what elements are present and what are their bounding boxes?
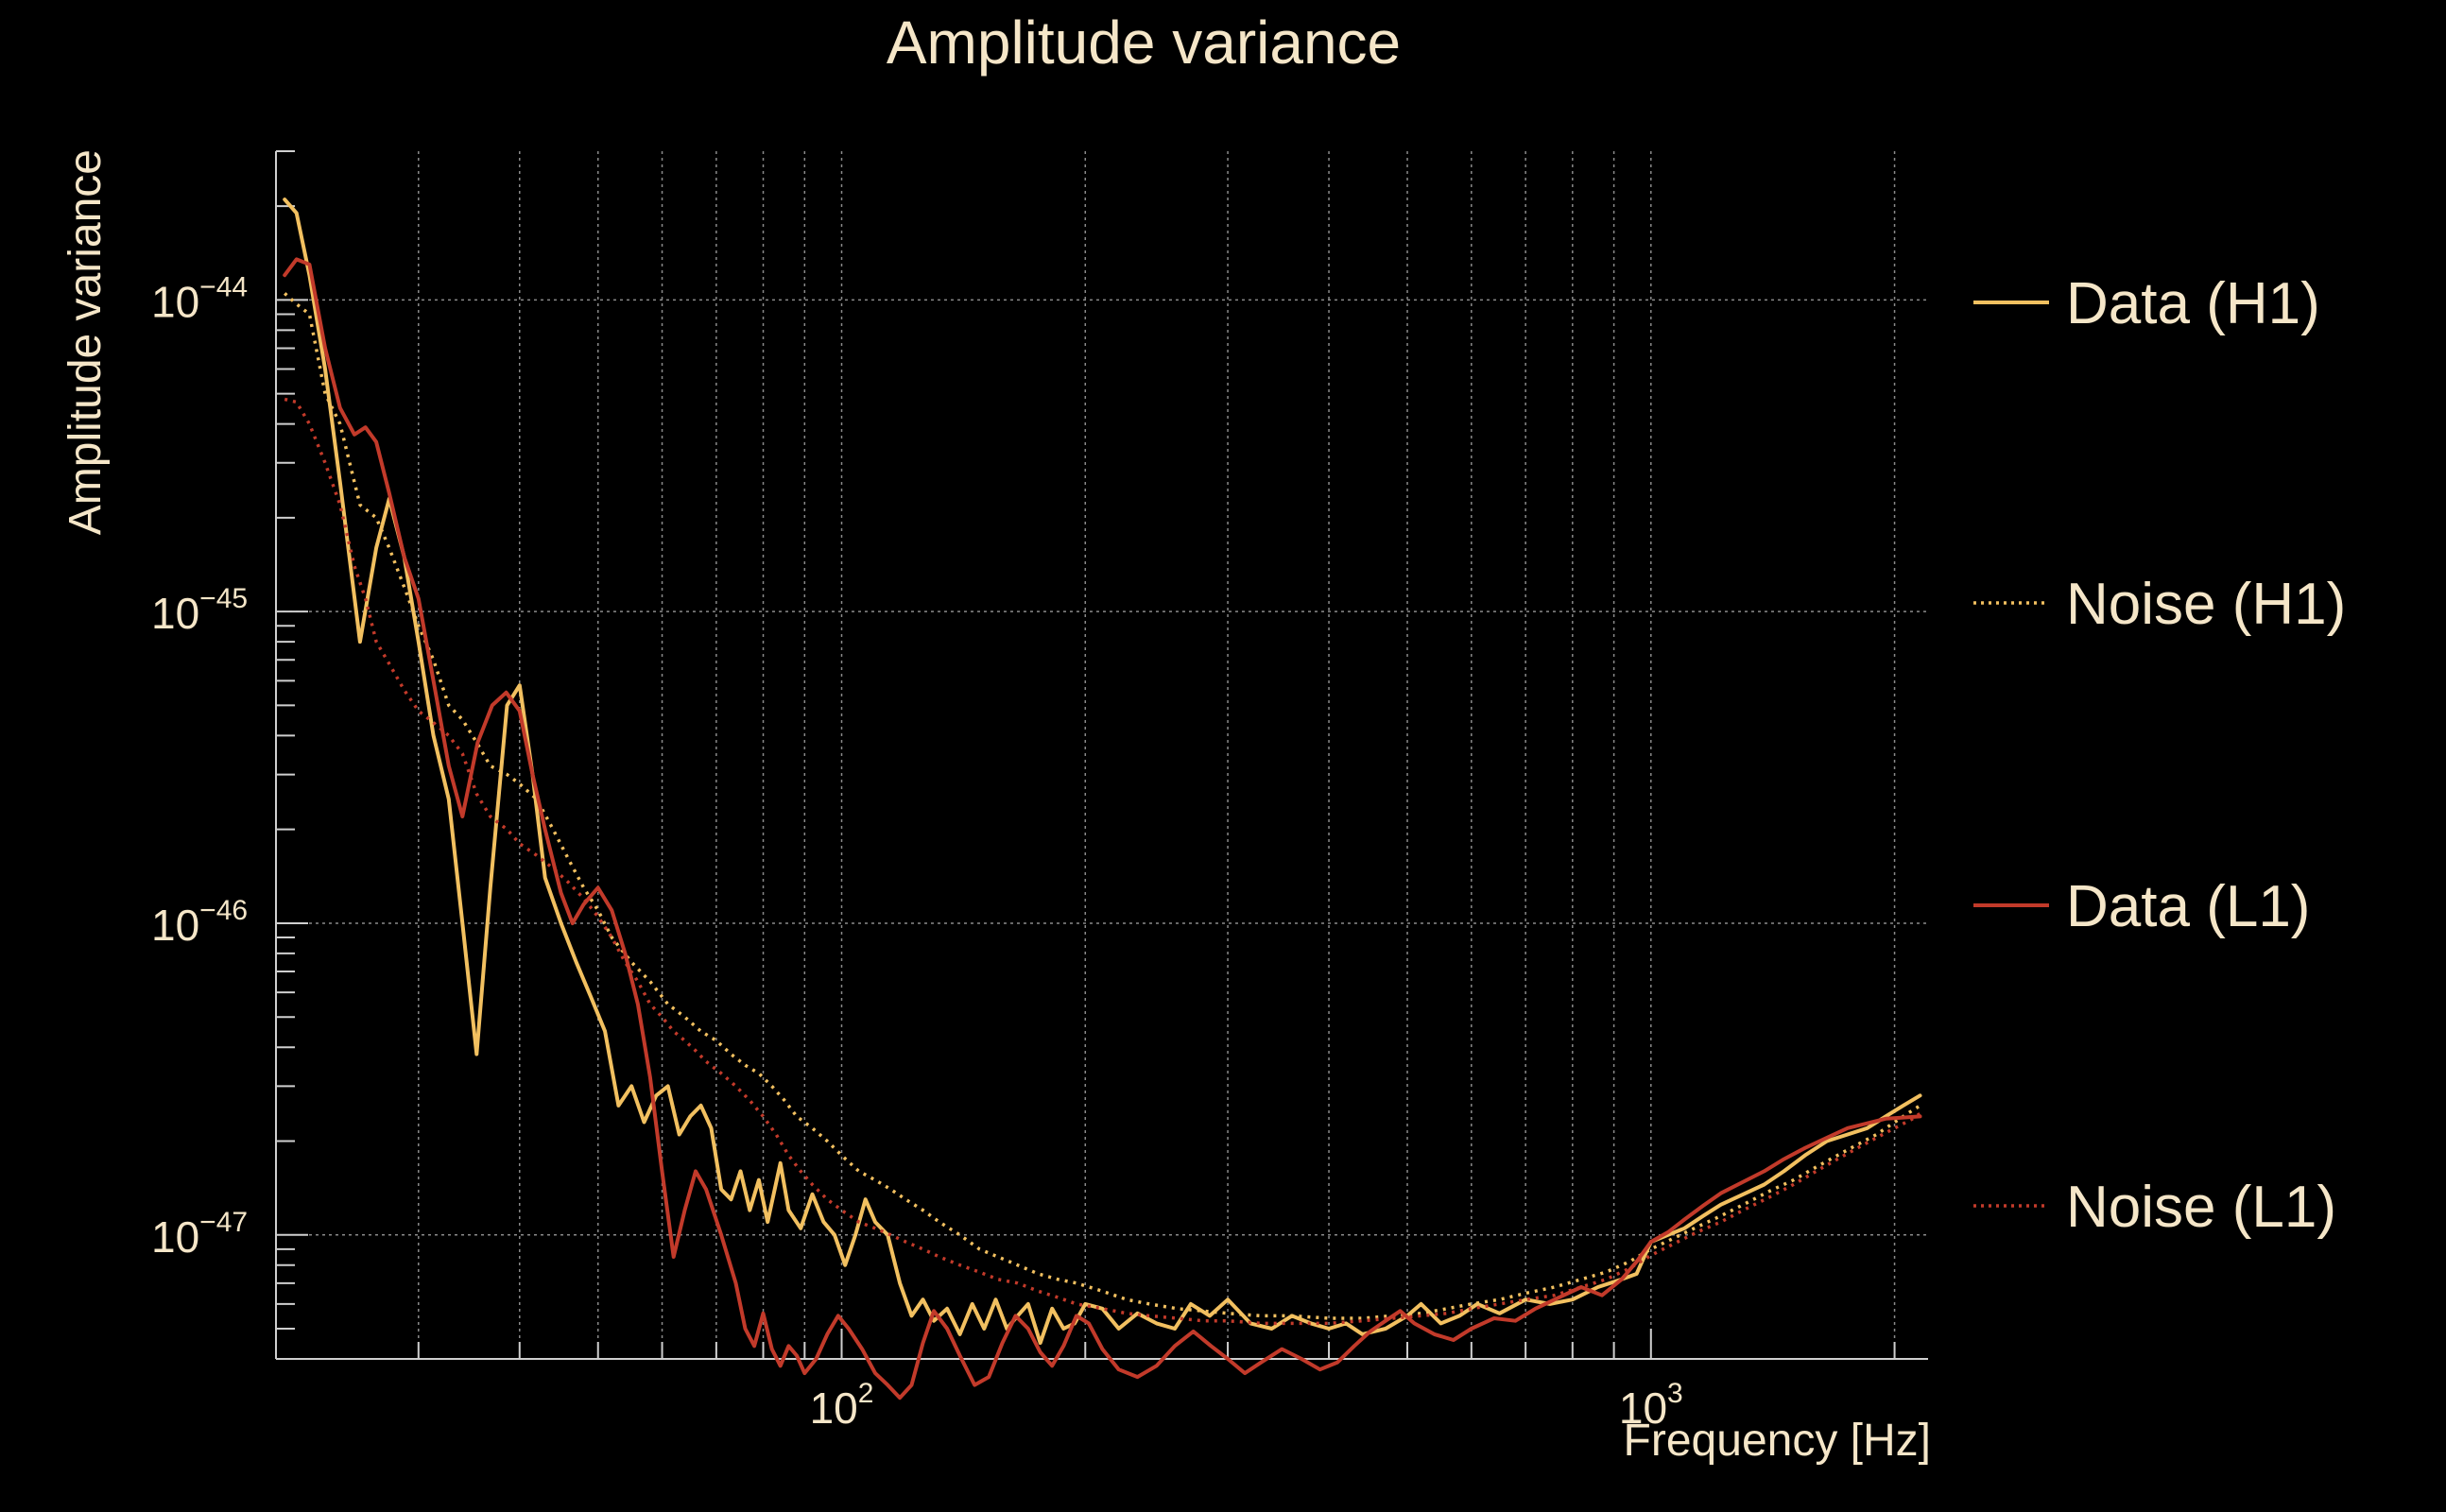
x-tick-label: 103 <box>1619 1378 1683 1433</box>
series-line-4 <box>284 397 1921 1326</box>
x-tick-exp: 2 <box>858 1378 874 1409</box>
legend-label: Noise (L1) <box>2066 1175 2336 1240</box>
legend-label: Noise (H1) <box>2066 572 2346 637</box>
chart-title: Amplitude variance <box>887 9 1401 77</box>
y-tick-exp: −47 <box>199 1207 248 1238</box>
plot-frame <box>275 151 1928 1360</box>
legend: Data (H1) Noise (H1) Data (L1) Noise (L1) <box>1973 271 2346 1240</box>
x-tick-base: 10 <box>810 1383 858 1433</box>
y-tick-exp: −46 <box>199 895 248 926</box>
x-tick-exp: 3 <box>1667 1378 1683 1409</box>
x-tick-labels: 102 103 <box>810 1378 1683 1433</box>
y-tick-label: 10−45 <box>151 583 248 638</box>
y-tick-base: 10 <box>151 901 199 950</box>
legend-label: Data (L1) <box>2066 874 2310 939</box>
series-line-3 <box>283 257 1922 1400</box>
y-tick-base: 10 <box>151 1212 199 1262</box>
y-tick-label: 10−44 <box>151 271 248 326</box>
legend-label: Data (H1) <box>2066 271 2320 336</box>
x-tick-base: 10 <box>1619 1383 1667 1433</box>
y-tick-exp: −45 <box>199 583 248 614</box>
y-axis-label: Amplitude variance <box>60 149 111 535</box>
series-line-1 <box>283 198 1922 1346</box>
x-tick-label: 102 <box>810 1378 874 1433</box>
y-tick-exp: −44 <box>199 271 248 302</box>
y-minor-ticks <box>275 150 1896 1360</box>
y-tick-base: 10 <box>151 277 199 326</box>
y-tick-label: 10−47 <box>151 1207 248 1262</box>
series-lines <box>283 198 1922 1400</box>
x-axis-label: Frequency [Hz] <box>1624 1416 1931 1466</box>
series-line-2 <box>284 292 1921 1320</box>
y-tick-base: 10 <box>151 589 199 638</box>
y-tick-label: 10−46 <box>151 895 248 950</box>
grid <box>275 151 1928 1359</box>
